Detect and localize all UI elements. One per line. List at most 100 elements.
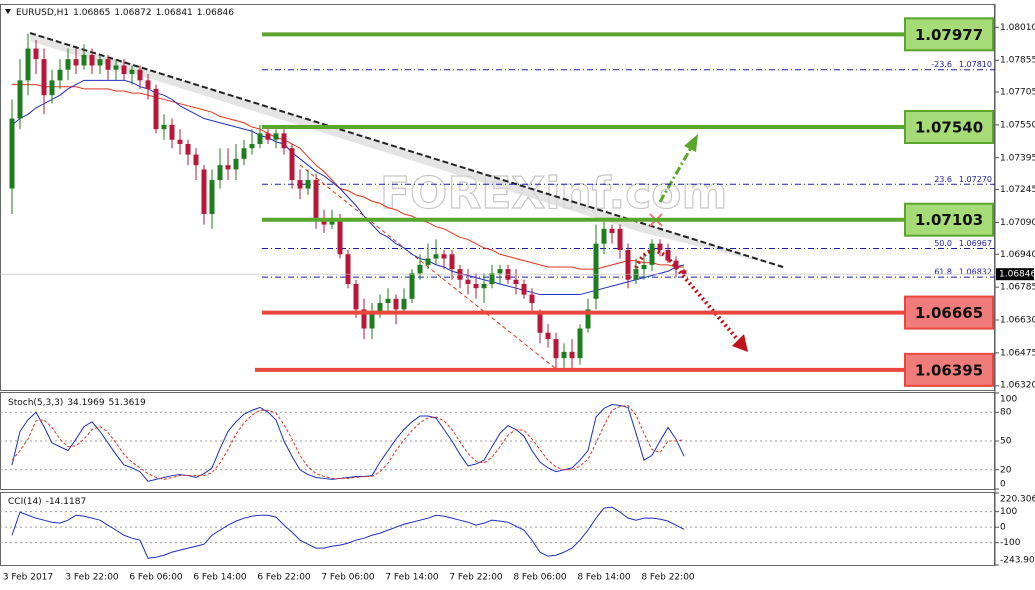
candle-body [217,165,223,181]
up-arrow-head [684,134,698,152]
y-tick-label: 100 [1000,395,1017,405]
candle-body [105,59,111,70]
x-tick-label: 7 Feb 06:00 [321,573,375,583]
candle-body [233,158,239,170]
y-tick-label: 100 [1000,507,1017,517]
candle-body [401,298,407,310]
level-label: 1.06395 [915,361,983,379]
candle-body [657,243,663,251]
candle-body [417,264,423,274]
candle-body [649,243,655,265]
candle-body [121,65,127,74]
fib-level: 50.0 [934,239,952,248]
candle-body [345,254,351,284]
y-tick-label: 20 [1000,465,1012,475]
candle-body [297,180,303,189]
down-arrow [634,248,740,342]
candle-body [377,303,383,314]
x-tick-label: 6 Feb 22:00 [257,573,311,583]
candle-body [41,59,47,96]
candle-body [337,218,343,255]
high: 1.06872 [114,8,151,18]
candle-body [113,65,119,70]
candle-body [25,48,31,81]
header: EURUSD,H1 1.06865 1.06872 1.06841 1.06846 St… [5,8,234,507]
candle-body [641,264,647,270]
x-tick-label: 6 Feb 06:00 [129,573,183,583]
fib-level: -23.6 [931,60,952,69]
candle-body [81,54,87,66]
arrows [634,134,748,352]
candle-body [385,298,391,304]
x-tick-label: 7 Feb 14:00 [385,573,439,583]
candle-body [545,332,551,340]
y-tick-label: 1.07090 [1000,218,1035,228]
x-tick-label: 8 Feb 06:00 [513,573,567,583]
fib-level: 61.8 [934,268,952,277]
candle-body [97,59,103,66]
y-tick-label: 220.3069 [1000,495,1035,505]
down-arrow-head [732,334,748,352]
level-box [904,352,994,387]
y-tick-label: 1.07245 [1000,185,1035,195]
candle-body [257,133,263,144]
candle-body [89,54,95,66]
candle-body [553,339,559,359]
level-label: 1.07103 [915,211,983,229]
x-tick-label: 8 Feb 14:00 [577,573,631,583]
open: 1.06865 [73,8,110,18]
close: 1.06846 [197,8,234,18]
candle-body [313,180,319,219]
candle-body [521,283,527,295]
candle-body [129,69,135,74]
candle-body [169,124,175,140]
candle-body [273,133,279,140]
candle-body [681,270,687,275]
cci-value: -14.1187 [46,497,86,507]
candle-body [409,273,415,299]
candle-body [137,69,143,81]
candle-body [49,80,55,96]
fib-price: 1.06832 [959,268,992,277]
indicator-line [11,404,685,480]
y-tick-label: 80 [1000,408,1012,418]
candle-body [513,279,519,284]
candle-body [449,254,455,270]
candle-body [369,313,375,329]
candle-body [73,59,79,66]
fib-price: 1.07810 [959,60,992,69]
candle-body [353,283,359,310]
y-tick-label: 50 [1000,437,1012,447]
y-tick-label: 1.07855 [1000,56,1035,66]
y-tick-label: 0 [1000,523,1006,533]
x-tick-label: 7 Feb 22:00 [449,573,503,583]
level-box [904,17,994,52]
price-tag [996,268,1034,281]
cci-title: CCI(14) [8,497,42,507]
trend-line [29,32,784,268]
y-tick-label: 1.07705 [1000,88,1035,98]
candle-body [145,80,151,89]
candle-body [601,228,607,244]
fib-level: 23.6 [934,175,952,184]
y-tick-label: 1.08010 [1000,23,1035,33]
x-tick-label: 3 Feb 2017 [3,573,53,583]
y-tick-label: 1.06475 [1000,348,1035,358]
level-box [904,295,994,330]
y-tick-label: 1.06785 [1000,283,1035,293]
up-arrow [658,145,694,203]
y-tick-label: 1.07395 [1000,153,1035,163]
trend-channel [30,33,783,267]
symbol: EURUSD,H1 [16,8,69,18]
candle-body [433,254,439,259]
candle-body [609,228,615,234]
stoch-signal: 51.3619 [109,398,146,408]
x-tick-label: 3 Feb 22:00 [65,573,119,583]
candle-body [577,328,583,359]
candle-body [9,118,15,189]
candle-body [209,180,215,214]
level-label: 1.07540 [915,119,983,137]
candle-body [361,309,367,329]
candle-body [265,133,271,140]
